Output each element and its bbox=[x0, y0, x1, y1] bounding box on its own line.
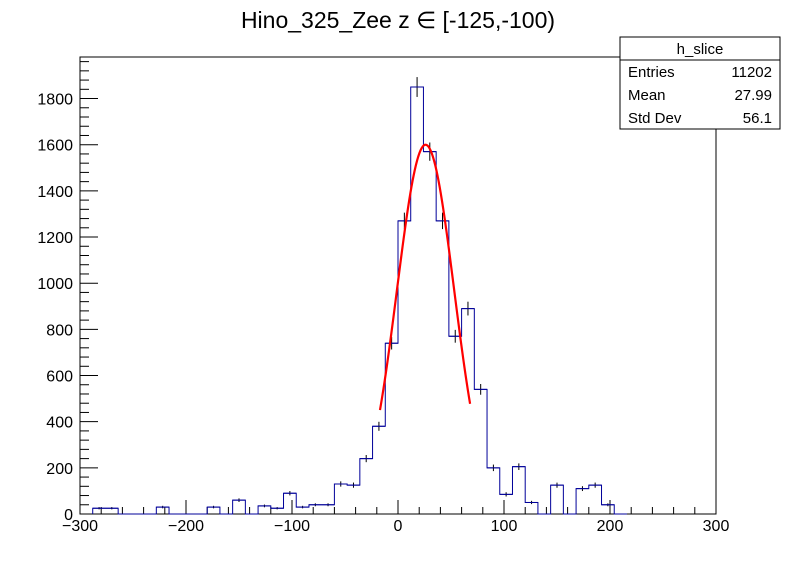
y-tick-label: 400 bbox=[46, 415, 73, 432]
y-tick-label: 0 bbox=[64, 507, 73, 524]
stats-row-value: 56.1 bbox=[743, 110, 772, 127]
x-tick-label: −100 bbox=[274, 518, 310, 535]
stats-row-label: Mean bbox=[628, 87, 666, 104]
stats-row-label: Std Dev bbox=[628, 110, 682, 127]
stats-box-name: h_slice bbox=[677, 41, 724, 58]
x-tick-label: −300 bbox=[62, 518, 98, 535]
stats-row-label: Entries bbox=[628, 64, 675, 81]
stats-row-value: 11202 bbox=[731, 64, 772, 81]
y-tick-label: 1800 bbox=[37, 92, 73, 109]
histogram-outline bbox=[92, 86, 627, 515]
x-axis: −300 −200 −100 0 100 200 300 bbox=[62, 500, 729, 535]
x-tick-label: −200 bbox=[168, 518, 204, 535]
x-tick-label: 0 bbox=[394, 518, 403, 535]
x-tick-label: 100 bbox=[491, 518, 518, 535]
stats-row-value: 27.99 bbox=[734, 87, 772, 104]
y-tick-label: 800 bbox=[46, 322, 73, 339]
y-tick-label: 200 bbox=[46, 461, 73, 478]
chart-title: Hino_325_Zee z ∈ [-125,-100) bbox=[241, 7, 555, 33]
gaussian-fit bbox=[378, 143, 472, 411]
y-axis: 0 200 400 600 800 1000 1200 1400 1600 1800 bbox=[37, 61, 98, 524]
y-tick-label: 1000 bbox=[37, 276, 73, 293]
fit-curve bbox=[378, 143, 472, 411]
x-tick-label: 200 bbox=[597, 518, 624, 535]
y-tick-label: 1200 bbox=[37, 230, 73, 247]
stats-box-frame bbox=[619, 36, 781, 130]
y-tick-label: 600 bbox=[46, 369, 73, 386]
x-tick-label: 300 bbox=[703, 518, 730, 535]
y-tick-label: 1400 bbox=[37, 184, 73, 201]
y-tick-label: 1600 bbox=[37, 138, 73, 155]
histogram bbox=[92, 77, 627, 515]
